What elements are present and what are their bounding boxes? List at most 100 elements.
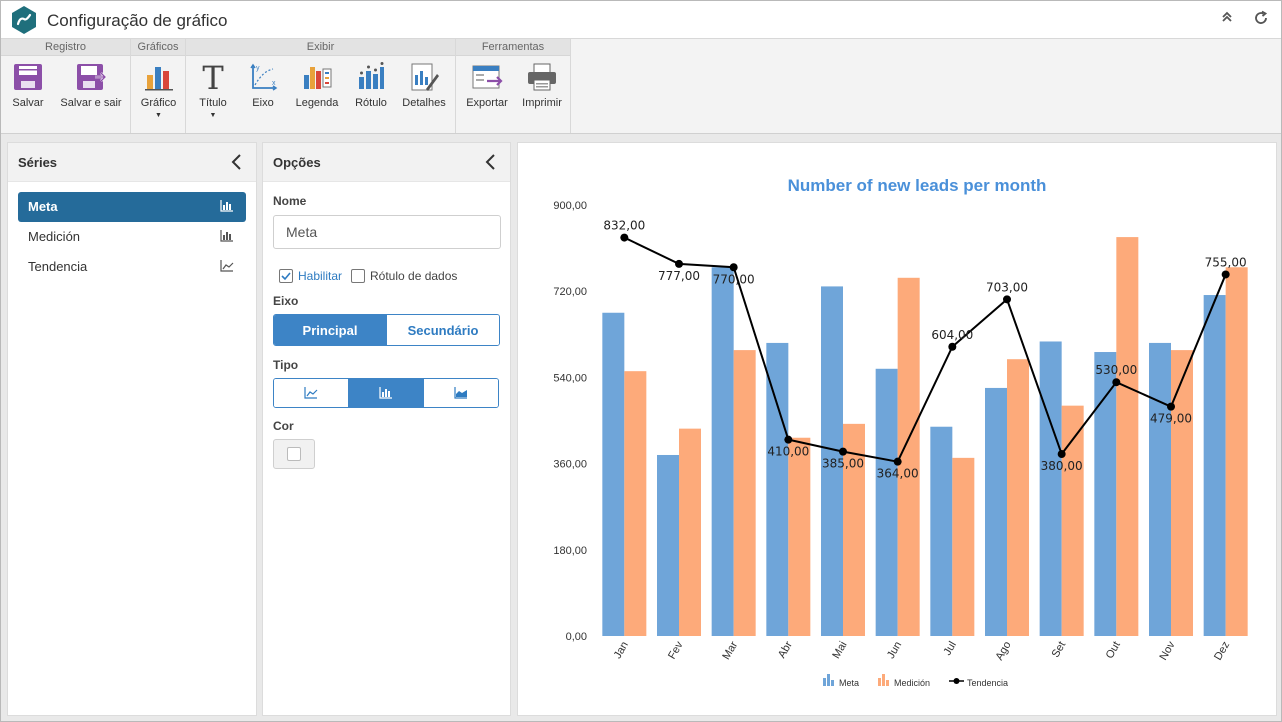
refresh-button[interactable] [1251, 10, 1271, 30]
bar-meta-set[interactable] [1039, 341, 1062, 636]
data-label-button[interactable]: Rótulo [349, 59, 393, 131]
title-text-icon: T [202, 61, 224, 93]
svg-text:y: y [256, 65, 260, 72]
trend-point-jan[interactable] [620, 233, 629, 242]
bar-meta-dez[interactable] [1203, 295, 1226, 636]
collapse-chevron-left-icon[interactable] [228, 152, 246, 172]
x-tick-label: Set [1050, 640, 1069, 660]
ribbon-group-graficos: Gráficos Gráfico ▼ [131, 39, 186, 133]
type-segmented-control [273, 378, 499, 408]
x-axis: Jan Fev Mar Abr Mai Jun Jul Ago Set Out Nov Dez [612, 639, 1233, 662]
trend-data-label: 364,00 [877, 467, 919, 481]
x-tick-label: Mai [830, 640, 849, 661]
color-picker-button[interactable] [273, 439, 315, 469]
bar-medición-jun[interactable] [897, 277, 920, 636]
title-bar: Configuração de gráfico [1, 1, 1281, 39]
trend-data-label: 380,00 [1041, 459, 1083, 473]
y-tick-label: 360,00 [553, 459, 587, 471]
bar-medición-set[interactable] [1061, 405, 1084, 636]
bar-medición-abr[interactable] [788, 437, 811, 636]
series-item-medicion[interactable]: Medición [18, 222, 246, 252]
bar-medición-fev[interactable] [679, 428, 701, 636]
trend-point-jun[interactable] [893, 457, 902, 466]
legend-swatch [831, 680, 834, 686]
bar-medición-dez[interactable] [1225, 267, 1248, 636]
type-area-button[interactable] [424, 379, 498, 407]
bar-meta-abr[interactable] [766, 342, 789, 636]
x-tick-label: Fev [666, 639, 686, 661]
trend-point-set[interactable] [1057, 450, 1066, 459]
data-label-checkbox[interactable]: Rótulo de dados [351, 268, 457, 284]
legend-label-tendencia[interactable]: Tendencia [967, 678, 1008, 688]
trend-point-dez[interactable] [1221, 270, 1230, 279]
details-button[interactable]: Detalhes [399, 59, 449, 131]
trend-data-label: 604,00 [931, 328, 973, 342]
bar-medición-mai[interactable] [843, 423, 865, 636]
legend-swatch [886, 680, 889, 686]
legend-label-medición[interactable]: Medición [894, 678, 930, 688]
trend-point-nov[interactable] [1167, 402, 1175, 411]
trend-data-label: 410,00 [767, 445, 809, 459]
save-and-exit-button[interactable]: Salvar e sair [57, 59, 125, 131]
trend-data-label: 770,00 [713, 272, 755, 286]
trend-point-abr[interactable] [784, 435, 793, 444]
trend-point-fev[interactable] [675, 259, 683, 268]
x-tick-label: Dez [1212, 640, 1232, 663]
bar-meta-jul[interactable] [930, 426, 953, 636]
trend-data-label: 530,00 [1095, 363, 1137, 377]
checkbox-box[interactable] [279, 269, 293, 283]
bar-medición-jul[interactable] [952, 457, 975, 636]
trend-point-jul[interactable] [948, 342, 957, 351]
series-panel-header: Séries [8, 143, 256, 182]
trend-point-mai[interactable] [839, 447, 847, 456]
legend-button[interactable]: Legenda [291, 59, 343, 131]
color-label: Cor [273, 419, 294, 433]
bar-meta-ago[interactable] [985, 387, 1007, 636]
legend-swatch [878, 678, 881, 686]
bar-medición-jan[interactable] [624, 371, 647, 636]
export-button[interactable]: Exportar [462, 59, 512, 131]
chart-type-dropdown[interactable]: Gráfico ▼ [136, 59, 181, 131]
trend-point-mar[interactable] [729, 263, 738, 272]
trend-data-label: 479,00 [1150, 412, 1192, 426]
bar-meta-fev[interactable] [657, 454, 679, 636]
y-axis: 0,00 180,00 360,00 540,00 720,00 900,00 [553, 200, 587, 643]
series-item-meta[interactable]: Meta [18, 192, 246, 222]
checkbox-box[interactable] [351, 269, 365, 283]
axis-principal-button[interactable]: Principal [274, 315, 387, 345]
series-panel-title: Séries [18, 155, 58, 170]
trend-point-ago[interactable] [1003, 295, 1011, 304]
save-button[interactable]: Salvar [6, 59, 50, 131]
line-chart-icon [304, 387, 318, 399]
trend-point-out[interactable] [1112, 378, 1121, 387]
save-and-exit-icon [77, 64, 107, 90]
name-input[interactable] [273, 215, 501, 249]
bar-medición-nov[interactable] [1171, 350, 1193, 636]
bar-meta-nov[interactable] [1149, 342, 1171, 636]
chart-canvas: Number of new leads per month 0,00 180,00… [553, 176, 1248, 688]
bar-medición-out[interactable] [1116, 237, 1139, 636]
series-item-tendencia[interactable]: Tendencia [18, 252, 246, 282]
bar-meta-jun[interactable] [875, 368, 898, 636]
bar-meta-mai[interactable] [821, 286, 843, 636]
type-bar-button[interactable] [349, 379, 424, 407]
bar-meta-jan[interactable] [602, 312, 625, 636]
bar-chart-icon [379, 387, 392, 399]
enable-checkbox[interactable]: Habilitar [279, 268, 342, 284]
y-tick-label: 900,00 [553, 200, 587, 212]
ribbon-group-ferramentas: Ferramentas Exportar Imprimir [456, 39, 571, 133]
title-dropdown[interactable]: T Título ▼ [191, 59, 235, 131]
legend-label-meta[interactable]: Meta [839, 678, 859, 688]
bar-meta-out[interactable] [1094, 352, 1117, 636]
type-line-button[interactable] [274, 379, 349, 407]
bar-medición-mar[interactable] [733, 350, 756, 636]
axis-secundario-button[interactable]: Secundário [387, 315, 499, 345]
bar-meta-mar[interactable] [711, 267, 734, 636]
bar-medición-ago[interactable] [1007, 359, 1029, 636]
collapse-chevron-left-icon[interactable] [482, 152, 500, 172]
ribbon-group-title: Gráficos [131, 39, 185, 56]
collapse-ribbon-button[interactable] [1217, 10, 1237, 30]
print-button[interactable]: Imprimir [518, 59, 566, 131]
